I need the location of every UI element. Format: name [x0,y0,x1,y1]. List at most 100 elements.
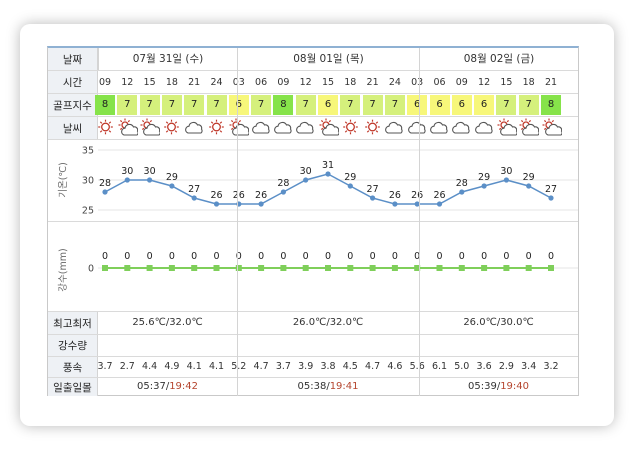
golf-index-cell: 7 [295,95,316,115]
temp-point [280,189,286,195]
precip-point [525,265,532,271]
low-temp: 26.0℃ [292,317,327,328]
wind-cell: 3.6 [476,361,492,372]
date-header: 08월 01일 (목) [237,48,419,70]
high-temp: 30.0℃ [500,317,534,328]
temp-point [325,171,331,177]
temp-point [436,201,443,207]
date-label: 날짜 [48,48,98,70]
cloud-icon [273,118,294,136]
temp-data-label: 29 [166,172,178,183]
hour-cell: 18 [522,77,535,88]
precip-point [102,265,108,271]
date-header: 08월 02일 (금) [419,48,578,70]
hour-cell: 12 [478,77,491,88]
hilo-cell: 26.0℃/32.0℃ [237,317,419,328]
precip-data-label: 0 [213,251,219,262]
temp-data-label: 31 [322,160,334,171]
wind-cell: 3.7 [275,361,291,372]
hour-cell: 15 [500,77,513,88]
golf-index-cell: 6 [451,95,472,115]
precip-point [369,265,376,271]
divider [48,116,578,117]
golf-index-cell: 7 [362,95,383,115]
precip-point [481,265,488,271]
separator: / [326,317,330,328]
precip-data-label: 0 [236,251,242,262]
wind-cell: 5.2 [231,361,247,372]
wind-cell: 5.0 [454,361,470,372]
temp-data-label: 26 [411,190,423,201]
precip-point [503,265,510,271]
hilo-label: 최고최저 [48,312,98,334]
hour-cell: 09 [98,77,112,88]
golf-index-cell: 7 [251,95,272,115]
precip-tick-label: 0 [88,264,94,275]
golf-index-cell: 7 [518,95,539,115]
precip-data-label: 0 [102,251,108,262]
sunrise-time: 05:39 [467,381,497,392]
sun-cloud-icon [541,118,563,136]
cloud-icon [474,118,495,136]
temp-data-label: 30 [144,166,156,177]
wind-cell: 3.8 [320,361,336,372]
temp-point [548,195,554,201]
wind-cell: 2.9 [498,361,514,372]
sunrise-time: 05:38 [297,381,327,392]
precip-point [347,265,354,271]
wind-cell: 4.7 [365,361,381,372]
temp-data-label: 29 [478,172,490,183]
sun-cloud-icon [117,118,139,136]
date-header: 07월 31일 (수) [98,48,237,70]
golf-index-cell: 7 [161,95,182,115]
precip-data-label: 0 [414,251,420,262]
temp-point [481,183,487,189]
separator: / [496,317,501,328]
sunset-time: 19:40 [500,381,530,392]
precip-data-label: 0 [459,251,465,262]
cloud-icon [451,118,472,136]
precip-data-label: 0 [548,251,554,262]
wind-cell: 4.7 [253,361,269,372]
precip-point [436,265,443,271]
wind-cell: 3.2 [543,361,559,372]
wind-cell: 4.9 [164,361,180,372]
sun-times-cell: 05:37/19:42 [98,381,237,392]
hour-cell: 12 [121,77,134,88]
divider [48,377,578,378]
temp-data-label: 27 [545,184,557,195]
separator: / [326,381,330,392]
cloud-icon [184,118,205,136]
sun-icon [206,118,227,136]
precip-data-label: 0 [147,251,153,262]
wind-cell: 4.5 [342,361,358,372]
golf-index-cell: 7 [206,95,227,115]
temp-point [370,195,376,201]
sun-cloud-icon [139,118,161,136]
hour-cell: 18 [344,77,357,88]
precip-data-label: 0 [303,251,309,262]
temp-tick-label: 25 [82,206,94,217]
temp-tick-label: 35 [82,146,94,157]
hour-cell: 09 [277,77,290,88]
sun-icon [95,118,116,136]
hour-cell: 03 [232,77,245,88]
precip-axis-label: 강수(mm) [58,248,69,291]
temp-point [102,189,108,195]
temp-point [392,201,398,207]
hour-cell: 21 [544,77,558,88]
precip-data-label: 0 [124,251,130,262]
temp-data-label: 28 [456,178,468,189]
temp-point [191,195,197,201]
divider [48,356,578,357]
temp-data-label: 30 [300,166,312,177]
divider [48,311,578,312]
separator: / [165,381,170,392]
wind-cell: 4.4 [142,361,158,372]
hilo-cell: 25.6℃/32.0℃ [98,317,237,328]
temp-tick-label: 30 [82,176,94,187]
golf-index-cell: 8 [95,95,115,115]
wind-cell: 3.7 [97,361,113,372]
wind-cell: 6.1 [431,361,448,372]
separator: / [165,317,170,328]
